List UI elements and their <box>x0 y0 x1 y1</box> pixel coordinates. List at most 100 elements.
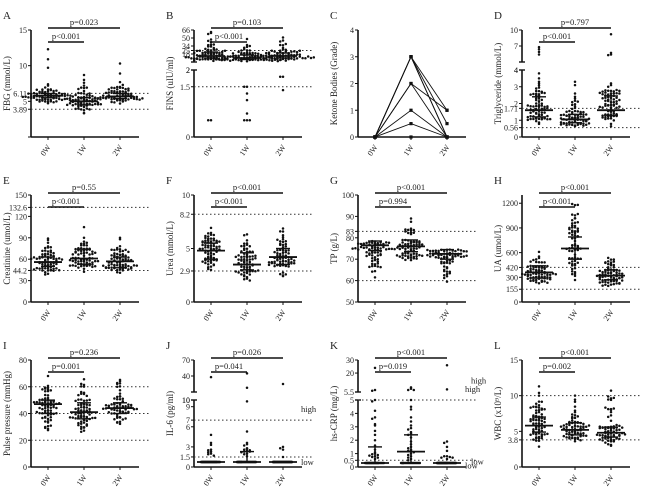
data-point <box>442 268 446 272</box>
data-point <box>537 445 541 448</box>
data-point <box>212 454 216 457</box>
data-point <box>110 263 113 266</box>
data-point <box>576 220 580 224</box>
data-point <box>548 276 552 279</box>
data-point <box>206 32 210 36</box>
data-point <box>82 89 86 93</box>
data-point <box>298 49 302 52</box>
data-point <box>46 374 50 378</box>
x-tick-label: 2W <box>274 308 288 323</box>
data-point <box>562 113 566 117</box>
data-point <box>543 111 546 114</box>
data-point <box>554 272 558 276</box>
data-point <box>532 438 535 441</box>
data-point <box>445 457 449 461</box>
data-point <box>43 86 47 89</box>
data-point <box>85 419 89 423</box>
data-point <box>127 87 130 90</box>
data-point <box>99 96 102 99</box>
data-point <box>606 442 610 446</box>
x-tick-label: 2W <box>602 143 616 158</box>
y-tick-label: 1.5 <box>180 453 190 462</box>
data-point <box>534 87 538 90</box>
data-point <box>615 423 618 427</box>
data-point <box>584 113 588 116</box>
data-point <box>138 98 141 101</box>
panel-letter: J <box>166 340 171 352</box>
data-point <box>79 244 83 247</box>
data-point <box>570 219 574 222</box>
data-point <box>573 405 577 408</box>
data-point <box>206 265 210 269</box>
y-tick-label: 0.56 <box>504 124 518 133</box>
data-point <box>570 264 574 267</box>
data-point <box>570 229 574 232</box>
y-tick-label: 9 <box>186 403 190 412</box>
y-axis-label: Ketone Bodies (Grade) <box>329 42 339 125</box>
data-point <box>409 55 413 59</box>
data-point <box>115 246 119 250</box>
data-point <box>576 431 580 435</box>
data-point <box>615 96 618 99</box>
y-tick-label: 0 <box>350 463 354 472</box>
data-point <box>540 269 544 272</box>
data-point <box>121 400 125 403</box>
data-point <box>41 263 44 266</box>
panel-letter: A <box>3 10 11 22</box>
data-point <box>46 396 50 400</box>
data-point <box>115 252 119 256</box>
data-point <box>74 102 77 106</box>
data-point <box>601 436 604 439</box>
data-point <box>226 57 229 60</box>
data-point <box>240 244 243 248</box>
panel-K: K 5.5 20 30 00.51 2 3 4 5 0W 1W 2W hs-CRP (mg/L) high… <box>329 340 481 488</box>
data-point <box>570 267 574 271</box>
data-point <box>127 403 130 406</box>
y-axis-label: Pulse pressure (mmHg) <box>2 371 12 456</box>
data-point <box>118 389 122 392</box>
data-point <box>601 96 604 100</box>
data-point <box>587 122 591 125</box>
data-point <box>278 242 282 246</box>
data-point <box>38 401 41 404</box>
data-point <box>573 92 577 95</box>
data-point <box>526 265 530 268</box>
y-tick-label: 0 <box>350 133 354 142</box>
data-point <box>46 48 50 51</box>
data-point <box>606 395 610 398</box>
data-point <box>534 411 538 415</box>
data-point <box>412 257 416 260</box>
data-point <box>27 96 30 99</box>
data-point <box>206 232 210 235</box>
data-point <box>201 243 204 247</box>
data-point <box>88 253 91 256</box>
y-tick-label: 90 <box>19 234 27 243</box>
data-point <box>576 110 580 113</box>
x-tick-label: 0W <box>39 143 53 158</box>
data-point <box>82 383 86 387</box>
data-point <box>409 416 413 419</box>
data-point <box>215 48 218 51</box>
y-tick-label: 15 <box>510 356 518 365</box>
data-point <box>281 445 285 449</box>
data-point <box>609 53 613 56</box>
data-point <box>445 275 449 278</box>
data-point <box>43 415 47 419</box>
data-point <box>370 455 374 459</box>
y-tick-label: 3 <box>350 53 354 62</box>
data-point <box>570 222 574 225</box>
data-point <box>456 248 460 251</box>
data-point <box>570 107 574 111</box>
data-point <box>609 83 613 87</box>
data-point <box>431 249 435 253</box>
data-point <box>46 424 50 428</box>
data-point <box>88 92 91 95</box>
data-point <box>79 425 83 429</box>
data-point <box>579 438 582 442</box>
data-point <box>570 123 574 127</box>
data-point <box>82 267 86 270</box>
data-point <box>612 258 616 261</box>
data-point <box>79 427 83 431</box>
data-point <box>32 91 36 95</box>
data-point <box>91 261 94 264</box>
